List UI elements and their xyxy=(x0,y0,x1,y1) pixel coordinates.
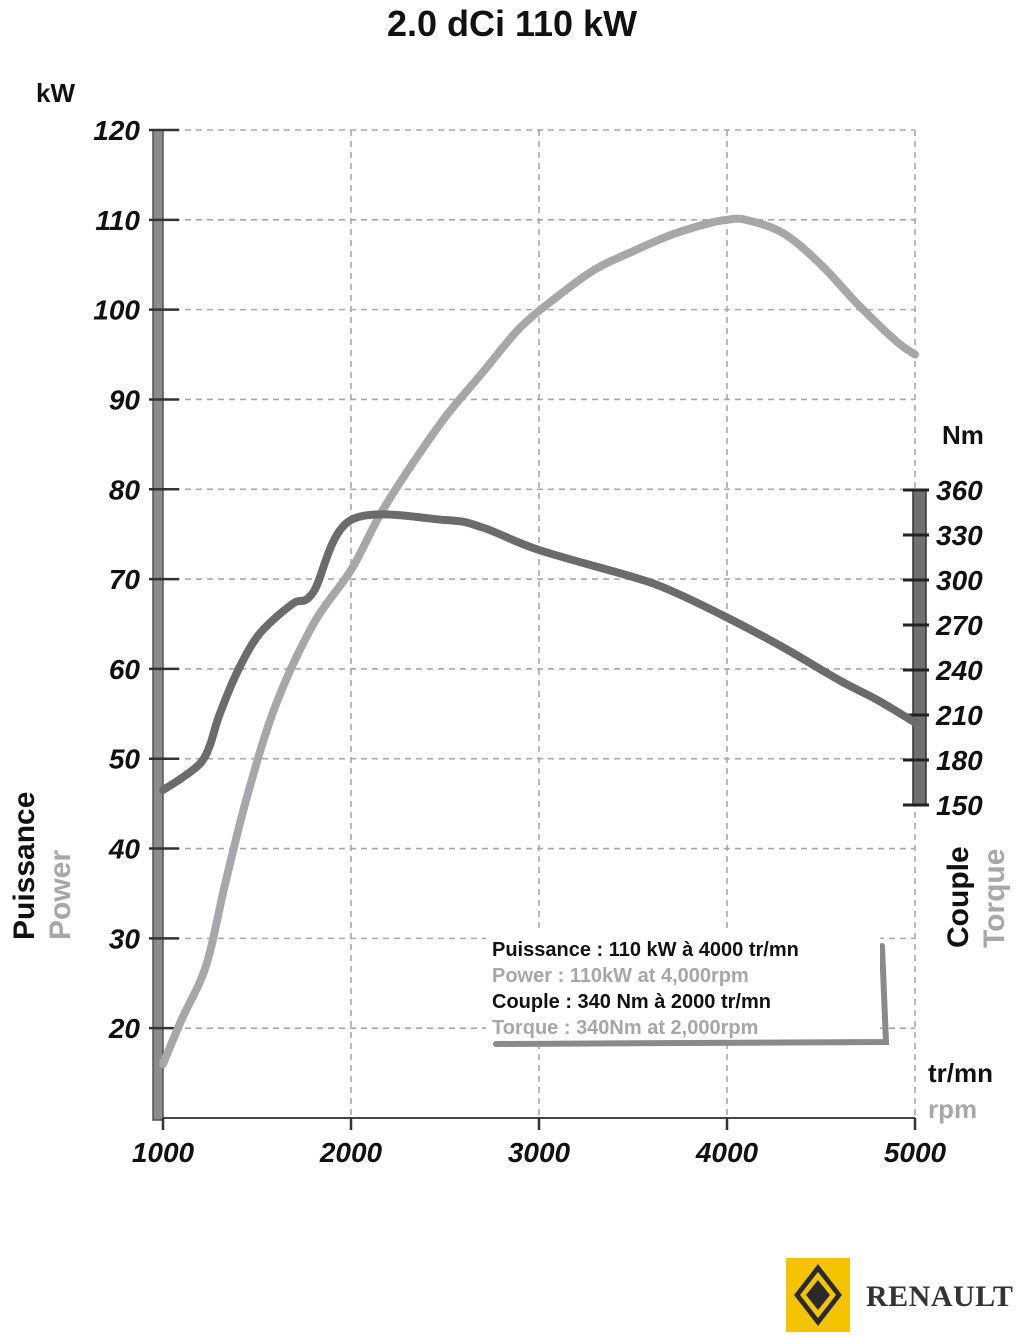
y-left-tick-label: 120 xyxy=(93,115,140,146)
y-left-tick-label: 30 xyxy=(109,923,141,954)
x-tick-label: 1000 xyxy=(132,1137,195,1168)
y-left-unit: kW xyxy=(36,78,75,108)
y-left-tick-label: 40 xyxy=(108,834,141,865)
y-right-tick-label: 150 xyxy=(936,790,983,821)
right-axis-bar xyxy=(912,489,927,806)
y-right-label-en: Torque xyxy=(978,849,1011,948)
legend: Puissance : 110 kW à 4000 tr/mn Power : … xyxy=(486,932,890,1047)
y-left-tick-label: 60 xyxy=(109,654,141,685)
x-unit-fr: tr/mn xyxy=(928,1058,993,1088)
y-right-unit: Nm xyxy=(942,420,984,450)
x-tick-label: 5000 xyxy=(884,1137,947,1168)
y-right-tick-label: 240 xyxy=(935,655,983,686)
left-axis-bar xyxy=(152,129,164,1121)
x-tick-label: 3000 xyxy=(508,1137,571,1168)
y-left-label-en: Power xyxy=(44,850,77,940)
legend-box xyxy=(486,932,880,1038)
legend-torque-en: Torque : 340Nm at 2,000rpm xyxy=(492,1017,758,1039)
x-unit-en: rpm xyxy=(928,1094,977,1124)
legend-torque-fr: Couple : 340 Nm à 2000 tr/mn xyxy=(492,991,771,1013)
renault-diamond-icon xyxy=(794,1264,842,1326)
y-left-tick-label: 50 xyxy=(109,744,141,775)
x-tick-label: 4000 xyxy=(695,1137,759,1168)
x-tick-label: 2000 xyxy=(319,1137,383,1168)
y-left-label-fr: Puissance xyxy=(8,792,41,940)
chart-title: 2.0 dCi 110 kW xyxy=(387,3,637,44)
legend-shadow xyxy=(493,943,890,1047)
legend-power-en: Power : 110kW at 4,000rpm xyxy=(492,965,749,987)
y-left-tick-label: 100 xyxy=(93,295,140,326)
y-right-tick-label: 180 xyxy=(936,745,983,776)
y-right-tick-label: 330 xyxy=(936,520,983,551)
y-right-tick-label: 300 xyxy=(936,565,983,596)
torque-curve xyxy=(159,510,919,794)
power-curve xyxy=(159,214,919,1069)
y-right-label-fr: Couple xyxy=(942,846,975,948)
y-left-tick-label: 20 xyxy=(108,1013,141,1044)
brand-name: RENAULT xyxy=(866,1280,1013,1313)
y-right-tick-label: 270 xyxy=(935,610,983,641)
y-left-tick-label: 80 xyxy=(109,474,141,505)
legend-power-fr: Puissance : 110 kW à 4000 tr/mn xyxy=(492,939,799,961)
y-right-tick-label: 360 xyxy=(936,475,983,506)
y-left-tick-label: 90 xyxy=(109,384,141,415)
y-right-tick-label: 210 xyxy=(935,700,983,731)
renault-logo: RENAULT xyxy=(786,1258,1013,1332)
y-left-tick-label: 70 xyxy=(109,564,141,595)
y-left-tick-label: 110 xyxy=(95,205,140,236)
